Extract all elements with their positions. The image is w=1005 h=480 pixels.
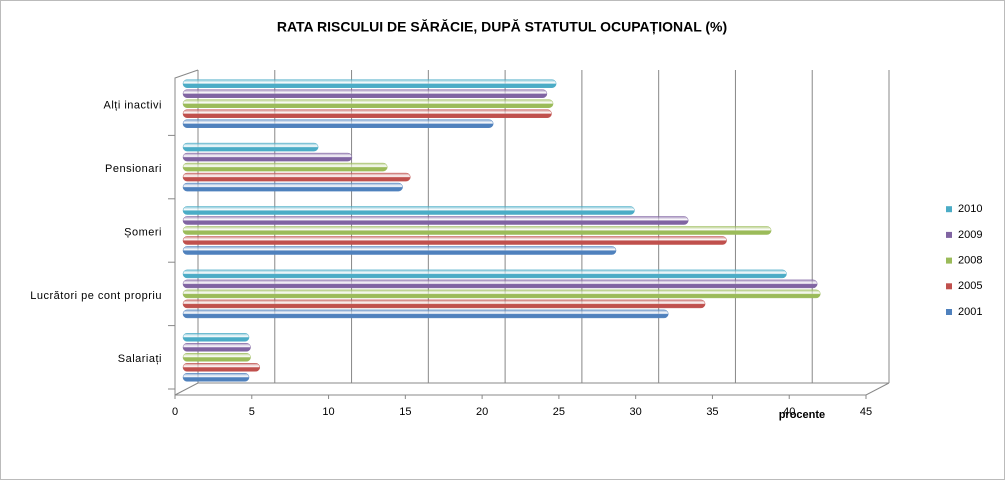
x-tick-label: 30 — [630, 406, 642, 418]
bar — [182, 216, 689, 225]
bar — [182, 152, 353, 162]
bar — [182, 119, 494, 128]
legend-swatch — [946, 309, 952, 315]
legend-swatch — [946, 257, 952, 264]
bar — [182, 373, 250, 382]
category-label: Lucrători pe cont propriu — [30, 290, 162, 302]
x-axis-label: procente — [779, 409, 825, 421]
legend-swatch — [946, 283, 952, 290]
legend-label: 2009 — [958, 229, 982, 241]
legend-label: 2008 — [958, 255, 982, 267]
legend-swatch — [946, 231, 952, 238]
legend-label: 2001 — [958, 306, 982, 318]
x-tick-label: 15 — [399, 406, 411, 418]
x-tick-label: 0 — [172, 406, 178, 418]
bar — [182, 226, 772, 235]
chart-title: RATA RISCULUI DE SĂRĂCIE, DUPĂ STATUTUL … — [277, 19, 727, 35]
category-label: Salariați — [118, 353, 162, 365]
bar — [182, 79, 557, 88]
bar — [182, 182, 403, 192]
bar — [182, 99, 554, 108]
side-wall — [174, 69, 199, 395]
bar — [182, 89, 548, 98]
bar — [182, 363, 261, 372]
x-tick-label: 5 — [249, 406, 255, 418]
x-tick-label: 25 — [553, 406, 565, 418]
x-tick-label: 10 — [322, 406, 334, 418]
bar — [182, 299, 706, 309]
bar — [182, 162, 388, 172]
category-label: Pensionari — [105, 163, 162, 175]
x-tick-label: 45 — [860, 406, 872, 418]
bar — [182, 333, 250, 342]
x-tick-label: 20 — [476, 406, 488, 418]
category-label: Alți inactivi — [104, 100, 162, 112]
bar — [182, 246, 617, 255]
bar — [182, 309, 669, 319]
bar — [182, 142, 319, 152]
bar — [182, 269, 787, 279]
bar — [182, 343, 251, 352]
legend-swatch — [946, 206, 952, 213]
legend-label: 2005 — [958, 280, 982, 292]
category-label: Șomeri — [124, 226, 162, 238]
legend-label: 2010 — [958, 203, 982, 215]
bar — [182, 109, 552, 118]
x-tick-label: 35 — [706, 406, 718, 418]
bar — [182, 279, 818, 289]
bar — [182, 172, 411, 182]
bar — [182, 353, 251, 362]
bar — [182, 289, 821, 299]
x-tick-label: 40 — [783, 406, 795, 418]
bar — [182, 236, 727, 245]
bar — [182, 206, 635, 215]
